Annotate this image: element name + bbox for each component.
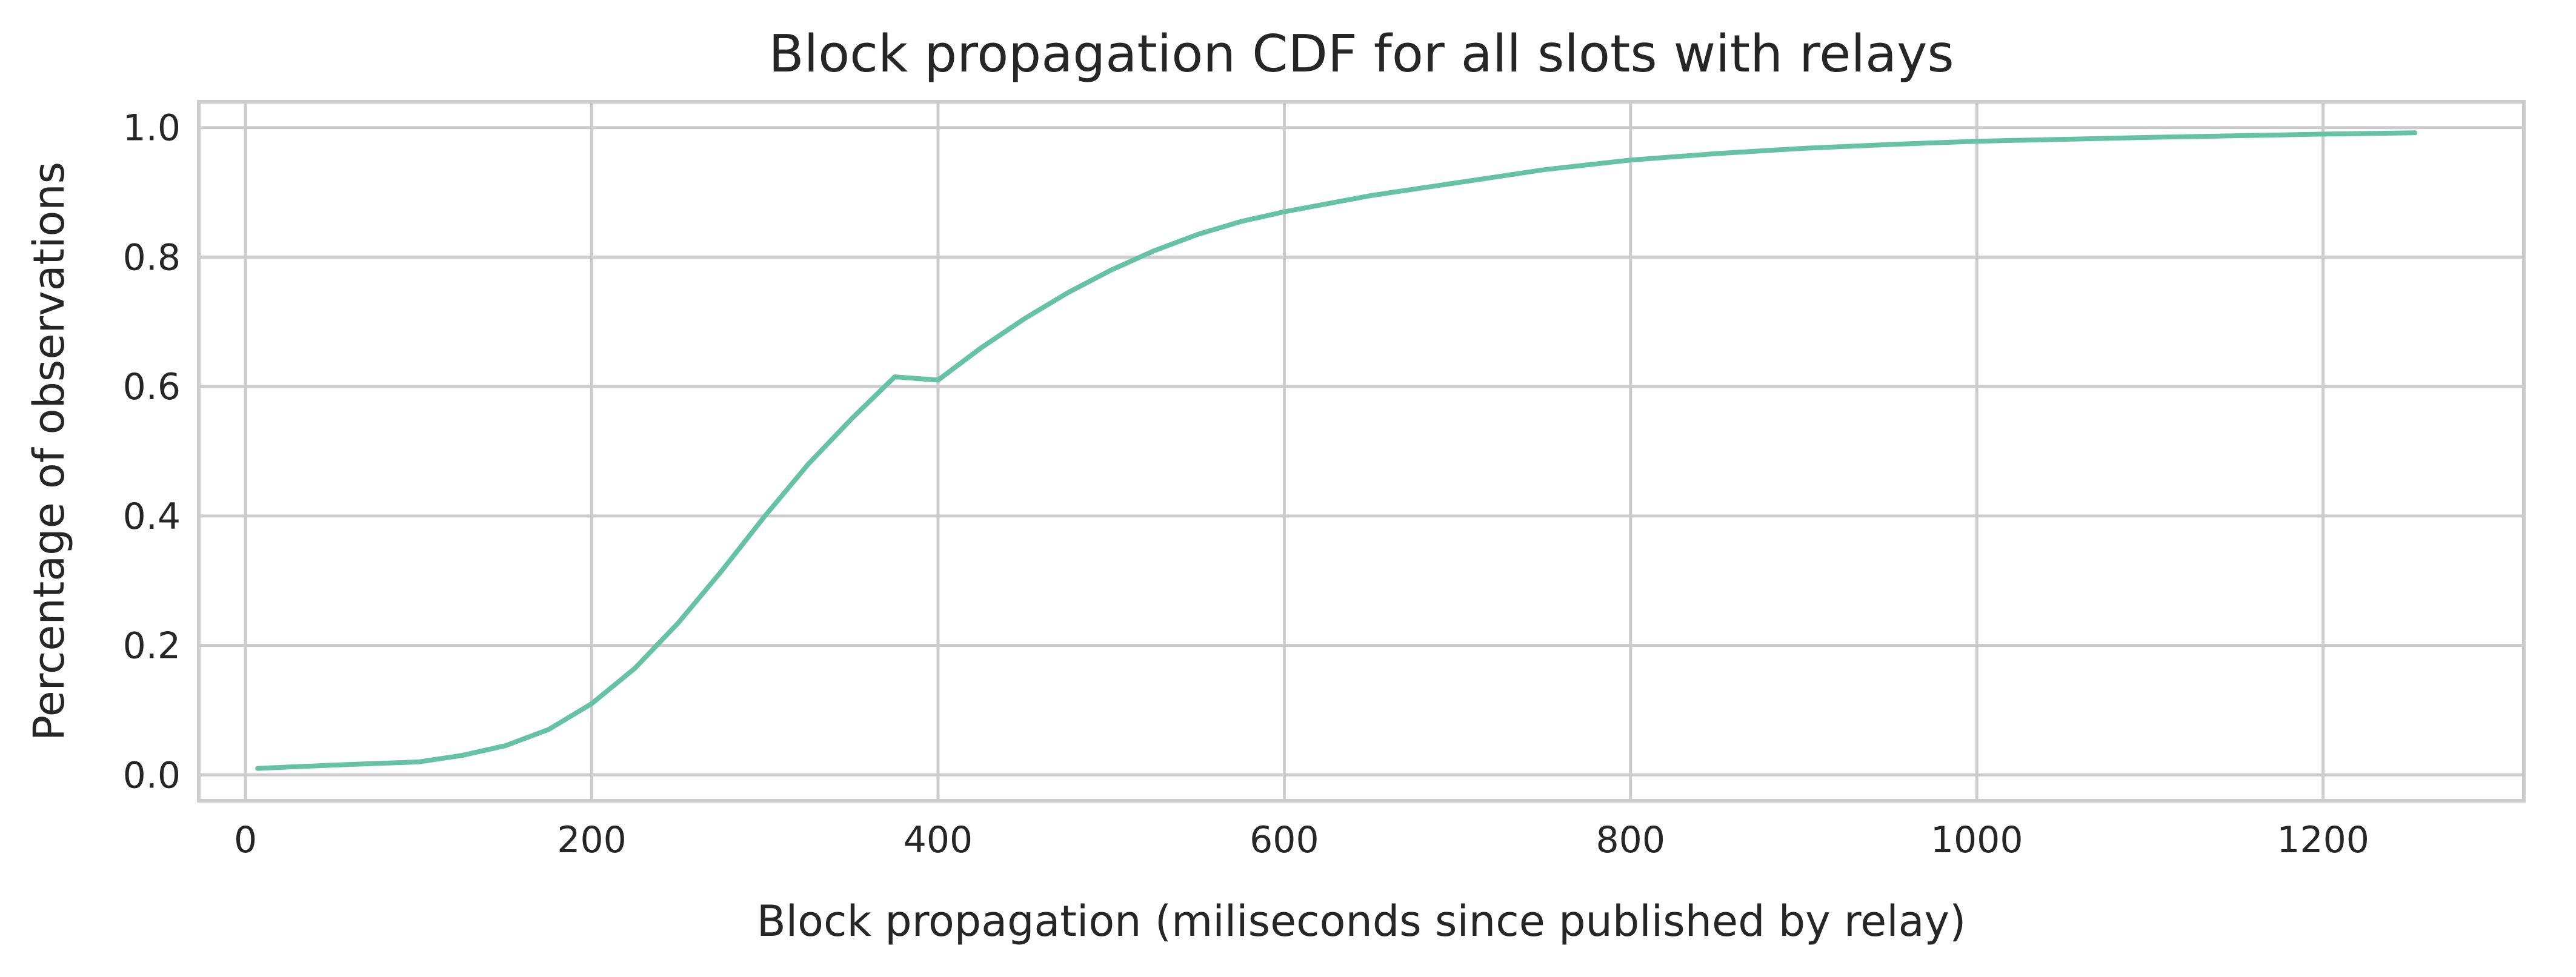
x-tick-label: 800 <box>1596 819 1666 861</box>
y-axis-label: Percentage of observations <box>24 162 74 741</box>
x-tick-label: 1200 <box>2277 819 2369 861</box>
y-tick-label: 0.2 <box>123 625 181 667</box>
grid <box>199 102 2524 801</box>
y-tick-label: 1.0 <box>123 107 181 150</box>
y-tick-label: 0.6 <box>123 366 181 408</box>
x-tick-label: 1000 <box>1931 819 2023 861</box>
x-axis-label: Block propagation (miliseconds since pub… <box>757 896 1966 946</box>
y-tick-label: 0.0 <box>123 754 181 797</box>
cdf-line <box>255 130 2417 771</box>
x-tick-labels: 0 200 400 600 800 1000 1200 <box>234 819 2369 861</box>
plot-frame <box>197 100 2526 803</box>
x-tick-label: 600 <box>1250 819 1319 861</box>
series-layer <box>255 130 2417 771</box>
y-tick-label: 0.4 <box>123 495 181 538</box>
y-tick-label: 0.8 <box>123 236 181 279</box>
x-tick-label: 400 <box>904 819 973 861</box>
x-tick-label: 0 <box>234 819 257 861</box>
chart-title: Block propagation CDF for all slots with… <box>768 24 1954 84</box>
x-tick-label: 200 <box>557 819 627 861</box>
y-tick-labels: 0.0 0.2 0.4 0.6 0.8 1.0 <box>123 107 181 797</box>
